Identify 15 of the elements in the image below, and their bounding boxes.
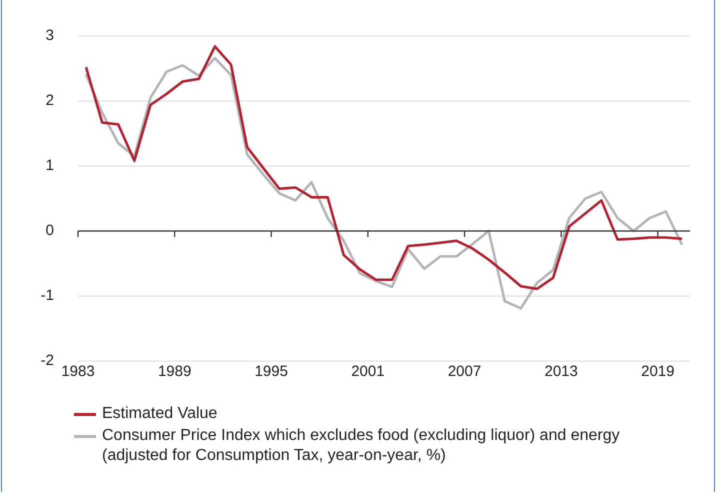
x-tick-label: 1989 <box>158 363 192 380</box>
y-tick-label: 1 <box>46 157 54 174</box>
x-tick-label: 2001 <box>351 363 385 380</box>
y-tick-label: -2 <box>40 352 54 370</box>
y-tick-label: 0 <box>46 222 54 240</box>
x-tick-label: 2013 <box>544 363 578 380</box>
x-tick-label: 2007 <box>448 363 482 380</box>
y-tick-label: -1 <box>40 287 54 304</box>
x-tick-label: 1983 <box>61 363 95 380</box>
x-tick-label: 1995 <box>254 363 288 380</box>
legend-label: Consumer Price Index which excludes food (excluding liquor) and energy (adjusted for Consumption Tax, year-on-year, %) <box>102 426 621 466</box>
x-tick-label: 2019 <box>641 363 674 380</box>
y-tick-label: 2 <box>46 92 54 110</box>
y-tick-label: 3 <box>46 27 54 44</box>
legend-label: Estimated Value <box>102 404 218 424</box>
